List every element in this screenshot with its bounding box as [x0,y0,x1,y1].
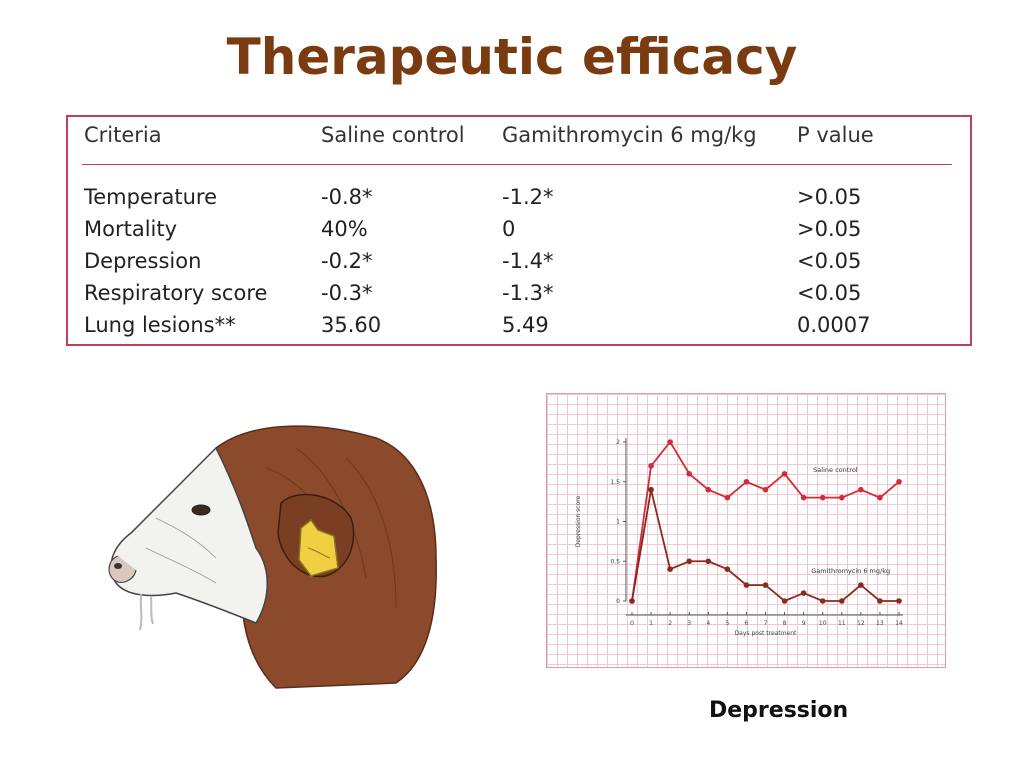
table-cell-criteria: Depression [84,249,202,273]
x-tick-label: 8 [783,620,787,627]
calf-face [110,446,268,624]
series-line [631,440,900,602]
chart-caption: Depression [709,698,849,723]
x-tick-label: 10 [819,620,827,627]
data-point [724,566,731,572]
calf-eye [191,504,211,516]
calf-drool [139,593,154,631]
data-point [705,486,712,493]
x-tick-label: 0 [630,620,634,627]
table-cell-criteria: Mortality [84,217,178,241]
data-point [800,590,807,596]
data-point [896,598,902,604]
table-cell-saline: -0.8* [321,185,373,209]
data-point [629,598,635,604]
x-tick-label: 7 [764,620,768,627]
data-point [648,463,654,469]
data-point [648,486,654,493]
table-header-saline: Saline control [321,123,465,147]
table-cell-saline: -0.3* [321,281,373,305]
x-axis-label: Days post treatment [735,630,797,637]
data-point [705,558,712,565]
data-point [877,598,883,604]
table-cell-criteria: Temperature [84,185,218,209]
y-tick-label: 1.5 [610,479,620,486]
x-tick-label: 11 [838,620,846,627]
data-point [667,566,673,572]
calf-head-illustration [108,425,437,689]
table-cell-gamithromycin: -1.2* [502,185,554,209]
x-tick-label: 12 [857,620,865,627]
table-header-criteria: Criteria [84,123,162,147]
table-cell-gamithromycin: -1.3* [502,281,554,305]
data-point [858,582,864,588]
table-cell-criteria: Lung lesions** [84,313,236,337]
x-tick-label: 9 [802,620,806,627]
data-point [896,478,902,485]
data-point [686,471,693,477]
data-point [667,439,673,445]
data-point [781,598,788,604]
table-cell-criteria: Respiratory score [84,281,268,305]
data-point [819,598,826,604]
y-tick-label: 1 [616,519,620,526]
data-point [724,494,731,501]
table-cell-p-value: >0.05 [797,217,862,241]
table-cell-p-value: <0.05 [797,249,862,273]
table-cell-saline: -0.2* [321,249,373,273]
data-point [743,582,750,588]
y-tick-label: 0.5 [610,558,620,565]
data-point [743,478,750,485]
efficacy-table: Criteria Saline control Gamithromycin 6 … [66,115,972,346]
data-point [686,558,693,565]
table-header-gamithromycin: Gamithromycin 6 mg/kg [502,123,757,147]
data-point [762,486,769,493]
x-tick-label: 2 [668,620,672,627]
table-cell-p-value: <0.05 [797,281,862,305]
y-tick-label: 0 [616,598,620,605]
data-point [838,598,845,604]
table-cell-gamithromycin: 5.49 [502,313,549,337]
x-tick-label: 5 [725,620,729,627]
slide-title: Therapeutic efficacy [226,28,798,86]
table-cell-saline: 35.60 [321,313,382,337]
table-cell-p-value: 0.0007 [797,313,871,337]
table-header-rule [82,164,952,165]
table-cell-p-value: >0.05 [797,185,862,209]
data-point [819,494,826,501]
data-point [858,486,864,493]
x-tick-label: 14 [895,620,903,627]
table-cell-gamithromycin: 0 [502,217,516,241]
series-label: Gamithromycin 6 mg/kg [811,567,890,575]
depression-chart: 0 0.5 1 1.5 2 0 1 2 3 4 5 6 7 8 9 10 11 12 13 14 Days post t… [546,393,946,668]
x-tick-label: 13 [876,620,884,627]
y-tick-label: 2 [616,439,620,446]
data-point [762,582,769,588]
series-label: Saline control [813,466,858,474]
table-header-p-value: P value [797,123,874,147]
x-tick-label: 3 [687,620,691,627]
table-cell-saline: 40% [321,217,368,241]
table-cell-gamithromycin: -1.4* [502,249,554,273]
x-tick-label: 6 [745,620,749,627]
ear-tag [298,518,339,577]
y-axis-label: Depression score [575,495,582,547]
calf-muzzle [108,555,137,583]
x-tick-label: 4 [706,620,710,627]
data-point [877,494,883,501]
x-tick-label: 1 [649,620,653,627]
data-point [838,494,845,501]
data-point [800,494,807,501]
data-point [781,471,788,477]
